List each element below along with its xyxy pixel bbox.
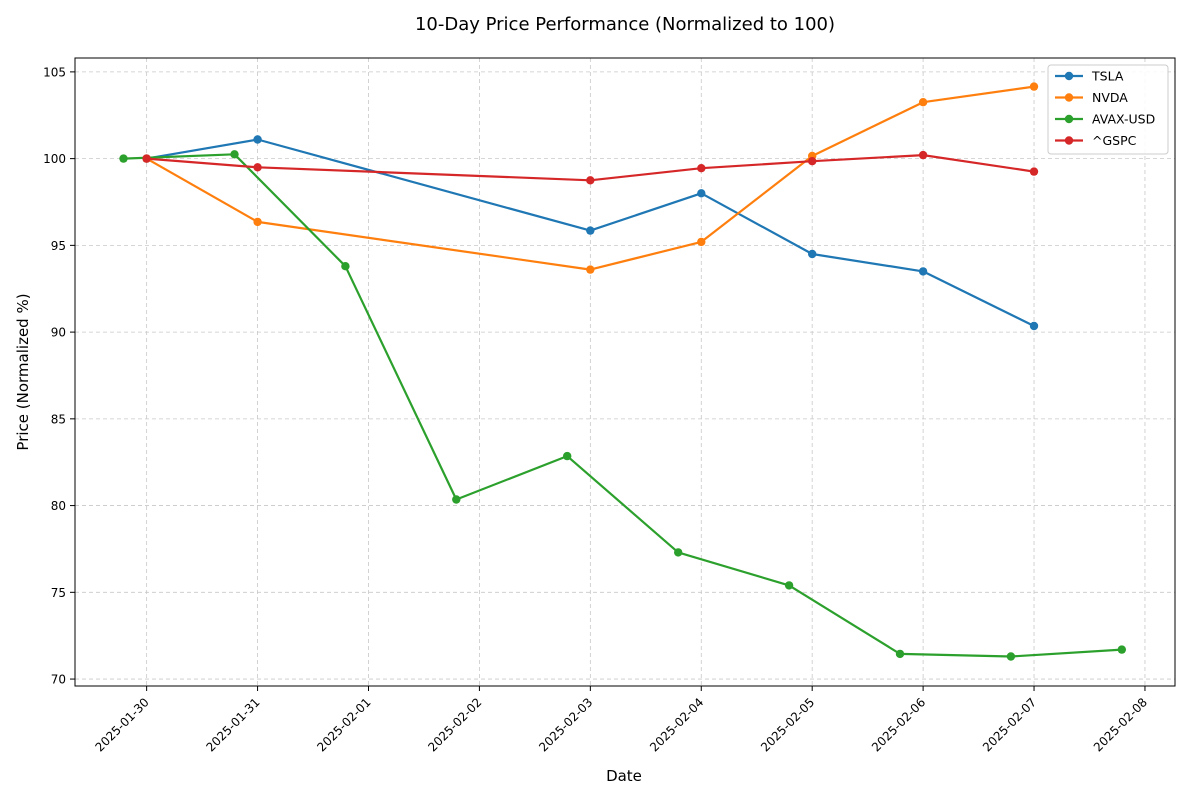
data-point <box>1117 645 1127 654</box>
series-layer <box>119 82 1127 661</box>
data-point <box>142 154 151 163</box>
legend-marker <box>1064 71 1074 81</box>
data-point <box>918 98 928 107</box>
data-point <box>918 267 928 276</box>
data-point <box>253 217 262 227</box>
data-point <box>784 581 794 590</box>
y-axis: 70 75 80 85 90 95 100 105 <box>43 65 75 687</box>
legend-marker <box>1064 136 1074 145</box>
data-point <box>119 154 128 163</box>
y-tick-label: 75 <box>51 586 66 600</box>
y-tick-label: 85 <box>51 412 66 426</box>
series-gspc <box>142 150 1039 185</box>
chart-title: 10-Day Price Performance (Normalized to … <box>415 14 835 35</box>
data-point <box>230 150 239 159</box>
grid <box>75 58 1175 686</box>
data-point <box>697 164 706 173</box>
y-tick-label: 105 <box>43 65 66 79</box>
plot-area <box>74 57 1176 687</box>
y-tick-label: 100 <box>43 152 66 166</box>
legend-item: AVAX-USD <box>1055 112 1155 127</box>
data-point <box>253 163 262 172</box>
legend-marker <box>1064 93 1074 102</box>
y-tick-label: 80 <box>51 499 66 513</box>
data-point <box>895 649 905 659</box>
data-point <box>1029 167 1039 176</box>
data-point <box>1029 82 1039 91</box>
data-point <box>586 265 595 274</box>
data-point <box>586 176 595 185</box>
y-tick-label: 70 <box>51 673 66 687</box>
data-point <box>808 249 817 259</box>
series-nvda <box>142 82 1039 274</box>
data-point <box>697 237 706 247</box>
data-point <box>563 451 572 461</box>
legend-box <box>1047 64 1169 155</box>
y-tick-label: 95 <box>51 239 66 253</box>
legend-label: ^GSPC <box>1092 133 1137 148</box>
legend-label: AVAX-USD <box>1092 112 1155 127</box>
data-point <box>697 189 706 198</box>
data-point <box>1006 652 1016 661</box>
data-point <box>253 135 262 144</box>
legend-item: ^GSPC <box>1055 133 1137 148</box>
legend-item: NVDA <box>1055 90 1128 105</box>
data-point <box>674 548 683 557</box>
legend-item: TSLA <box>1055 69 1124 84</box>
legend: TSLA NVDA AVAX-USD ^GSPC <box>1047 64 1169 155</box>
legend-marker <box>1064 114 1074 124</box>
data-point <box>586 226 595 235</box>
data-point <box>918 150 928 160</box>
legend-label: NVDA <box>1092 90 1128 105</box>
data-point <box>1029 321 1039 331</box>
series-line <box>123 153 1122 658</box>
legend-label: TSLA <box>1091 69 1124 84</box>
data-point <box>452 495 461 504</box>
y-axis-label: Price (Normalized %) <box>14 293 32 450</box>
data-point <box>341 262 350 271</box>
x-axis-label: Date <box>606 767 642 785</box>
y-tick-label: 90 <box>51 326 66 340</box>
series-avax-usd <box>119 150 1127 661</box>
data-point <box>808 157 817 166</box>
